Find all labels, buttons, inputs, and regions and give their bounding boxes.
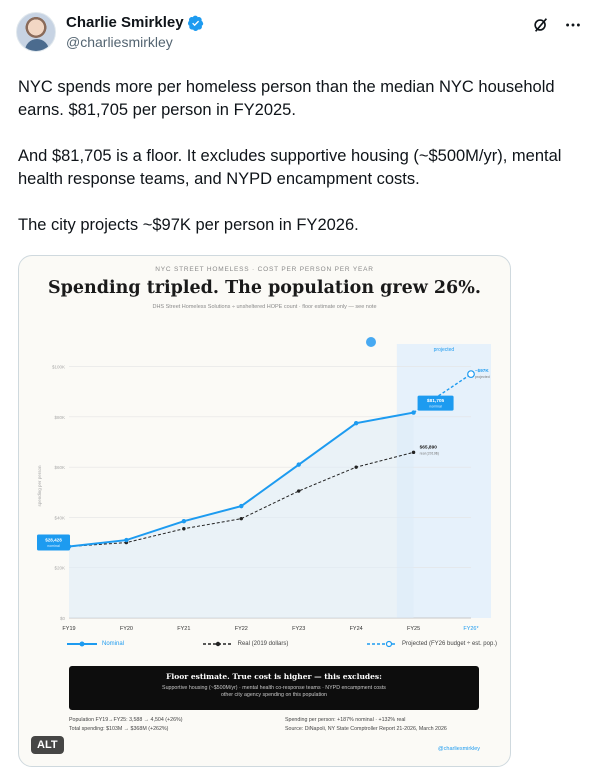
legend-label-projected: Projected (FY26 budget ÷ est. pop.) [401,641,497,647]
note-line: Supportive housing (~$500M/yr) · mental … [162,685,386,691]
author-name[interactable]: Charlie Smirkley [66,14,184,31]
verified-badge-icon [187,15,203,31]
tweet-text: NYC spends more per homeless person than… [18,76,588,260]
nominal-point [124,537,129,543]
author-block: Charlie Smirkley @charliesmirkley [66,14,204,50]
real-end-sublabel: real (2019$) [420,451,439,455]
projected-end-sublabel: projected [475,375,490,379]
nominal-end-value: $81,705 [427,398,445,404]
real-point [411,450,416,455]
legend-swatch-projected [366,640,397,648]
real-end-value: $65,890 [420,444,438,450]
x-tick-label: FY22 [235,626,248,632]
more-options-icon[interactable] [564,16,582,34]
start-value-sublabel: nominal [47,544,60,548]
line-chart: projected $0 $20K $40K $60K $80K $100K spending… [37,337,491,632]
legend-swatch-nominal [67,641,97,647]
projected-end-value: ~$97K [475,368,489,373]
y-tick-label: $80K [54,415,65,420]
x-tick-label: FY25 [407,626,420,632]
y-tick-label: $0 [60,616,66,621]
y-axis-label: spending per person [37,465,42,507]
legend-swatch-real [202,641,233,647]
y-tick-label: $40K [54,515,65,520]
chart-subtitle: DHS Street Homeless Solutions ÷ unshelte… [152,304,377,310]
real-point [239,516,243,521]
tweet-paragraph: And $81,705 is a floor. It excludes supp… [18,147,562,188]
x-tick-label: FY19 [62,626,75,632]
real-point [354,465,358,469]
x-tick-label: FY26* [463,626,479,632]
nominal-point [296,462,301,467]
nominal-area [69,412,414,618]
projected-point [467,370,475,379]
y-tick-label: $100K [52,365,65,370]
author-handle[interactable]: @charliesmirkley [66,34,173,50]
legend-item-nominal: Nominal [67,640,124,648]
nominal-end-sublabel: nominal [429,405,442,409]
note-title: Floor estimate. True cost is higher — th… [166,672,382,681]
start-value-label: $28,428 [45,538,62,543]
footnote-population: Population FY19→FY25: 3,588 → 4,504 (+26… [69,717,183,723]
top-actions [532,16,582,34]
start-label-box [37,534,70,551]
footnote-left: Population FY19→FY25: 3,588 → 4,504 (+26… [69,716,183,734]
x-tick-label: FY20 [120,626,133,632]
nominal-point [353,420,359,426]
footnote-per-person: Spending per person: +187% nominal · +13… [285,717,406,723]
footnote-source: Source: DiNapoli, NY State Comptroller R… [285,726,447,732]
tweet-image[interactable]: NYC STREET HOMELESS · COST PER PERSON PE… [18,255,511,767]
nominal-point [239,503,244,509]
chart-title: Spending tripled. The population grew 26… [48,278,481,298]
x-tick-label: FY21 [177,626,190,632]
chart-supertitle: NYC STREET HOMELESS · COST PER PERSON PE… [155,266,374,273]
x-tick-label: FY23 [292,626,305,632]
chart-legend: Nominal Real (2019 dollars) Projected (F… [67,640,497,648]
y-tick-label: $60K [54,465,65,470]
highlight-dot [366,337,376,347]
real-point [182,527,186,531]
nominal-end-label-box [417,395,454,411]
avatar[interactable] [16,12,56,52]
alt-text-button[interactable]: ALT [31,736,64,754]
tweet-paragraph: The city projects ~$97K per person in FY… [18,216,359,234]
legend-item-real: Real (2019 dollars) [202,640,289,648]
y-tick-label: $20K [54,566,65,571]
projected-band-label: projected [434,347,455,353]
nominal-point [411,410,416,415]
note-line: other city agency spending on this popul… [220,692,327,698]
floor-estimate-note: Floor estimate. True cost is higher — th… [69,666,479,710]
nominal-point [181,519,187,524]
tweet-paragraph: NYC spends more per homeless person than… [18,78,555,119]
x-tick-label: FY24 [350,626,363,632]
footnote-total-spending: Total spending: $103M → $368M (+262%) [69,726,169,732]
legend-label-nominal: Nominal [102,641,125,647]
legend-label-real: Real (2019 dollars) [237,641,289,647]
chart-credit: @charliesmirkley [438,746,480,752]
grok-icon[interactable] [532,16,550,34]
footnote-right: Spending per person: +187% nominal · +13… [285,716,447,734]
legend-item-projected: Projected (FY26 budget ÷ est. pop.) [366,640,497,648]
real-point [297,489,301,493]
